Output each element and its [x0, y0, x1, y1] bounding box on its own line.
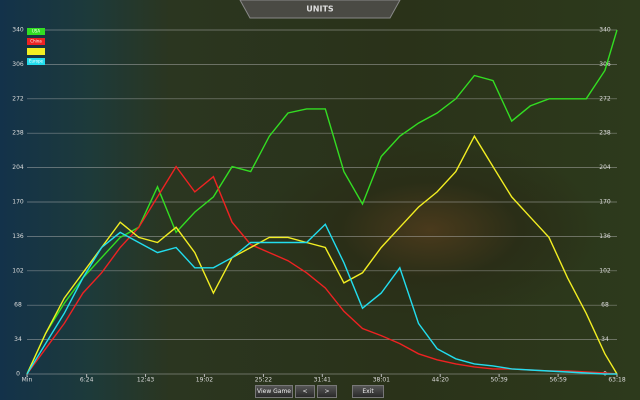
y-tick-label: 306	[599, 61, 611, 68]
y-tick-label: 136	[599, 233, 611, 240]
x-tick-label: 56:59	[549, 377, 566, 384]
legend-label: USA	[32, 29, 41, 34]
x-tick-label: 50:39	[490, 377, 507, 384]
x-tick-label: Min	[22, 377, 33, 384]
legend-swatch	[27, 38, 45, 45]
y-tick-label: 170	[12, 199, 24, 206]
button[interactable]: >	[317, 385, 337, 398]
legend-swatch	[27, 58, 45, 65]
title-banner	[239, 0, 401, 19]
series-line	[26, 29, 618, 375]
button[interactable]: View Game	[255, 385, 293, 398]
button[interactable]: <	[295, 385, 315, 398]
y-tick-label: 170	[599, 199, 611, 206]
x-tick-label: 6:24	[80, 377, 94, 384]
legend-label: China	[30, 39, 42, 44]
y-tick-label: 340	[12, 27, 24, 34]
y-tick-label: 306	[12, 61, 24, 68]
chart-title: UNITS	[306, 5, 334, 14]
y-tick-label: 102	[12, 267, 24, 274]
y-tick-label: 204	[599, 164, 611, 171]
legend-swatch	[27, 48, 45, 55]
x-tick-label: 44:20	[432, 377, 449, 384]
y-tick-label: 136	[12, 233, 24, 240]
button[interactable]: Exit	[352, 385, 384, 398]
y-tick-label: 34	[601, 336, 609, 343]
x-tick-label: 38:01	[373, 377, 390, 384]
y-tick-label: 272	[12, 95, 24, 102]
x-tick-label: 31:41	[314, 377, 331, 384]
x-tick-label: 63:18	[608, 377, 625, 384]
y-tick-label: 272	[599, 95, 611, 102]
x-tick-label: 19:02	[196, 377, 213, 384]
series-line	[26, 165, 618, 375]
y-tick-label: 238	[12, 130, 24, 137]
y-tick-label: 340	[599, 27, 611, 34]
y-tick-label: 34	[14, 336, 22, 343]
series-line	[26, 223, 617, 375]
series-line	[26, 134, 618, 375]
y-tick-label: 204	[12, 164, 24, 171]
y-tick-label: 68	[14, 302, 22, 309]
x-tick-label: 25:22	[255, 377, 272, 384]
y-tick-label: 0	[16, 371, 20, 378]
legend-swatch	[27, 28, 45, 35]
x-tick-label: 12:43	[137, 377, 154, 384]
y-tick-label: 238	[599, 130, 611, 137]
legend-label: Europe	[29, 59, 44, 64]
y-tick-label: 68	[601, 302, 609, 309]
y-tick-label: 102	[599, 267, 611, 274]
